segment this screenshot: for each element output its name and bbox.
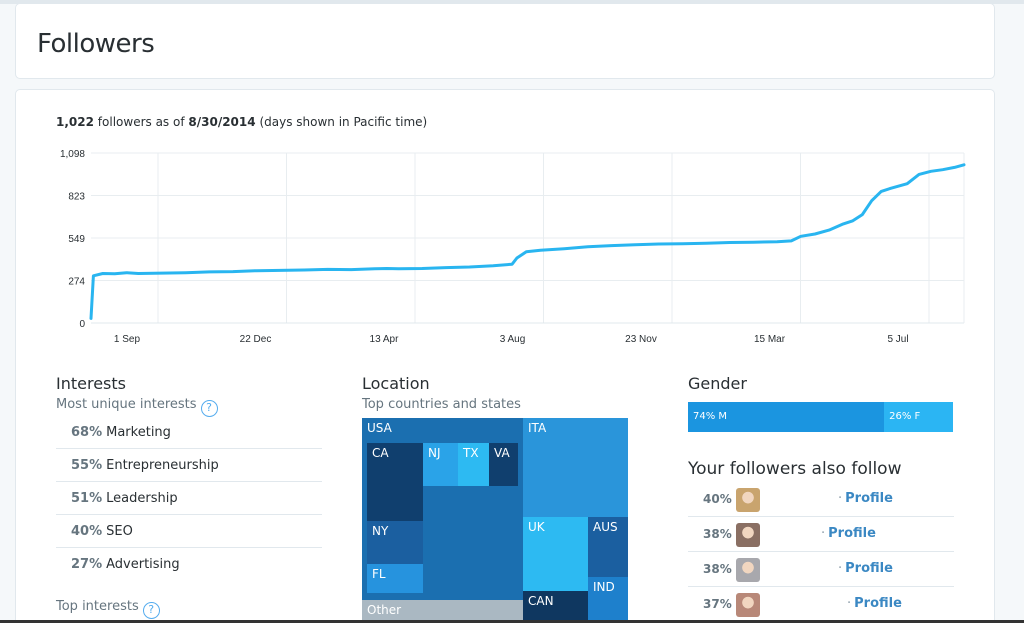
y-tick-label: 1,098 bbox=[60, 149, 85, 160]
also-follow-heading: Your followers also follow bbox=[688, 459, 902, 479]
profile-link-label[interactable]: Profile bbox=[854, 596, 902, 611]
interests-heading: Interests bbox=[56, 374, 126, 393]
location-subheading: Top countries and states bbox=[362, 397, 521, 412]
followers-count: 1,022 bbox=[56, 115, 94, 129]
interest-pct: 27% bbox=[71, 557, 103, 572]
x-tick-label: 1 Sep bbox=[114, 334, 141, 345]
x-tick-label: 3 Aug bbox=[500, 334, 526, 345]
list-item: 38% · Profile bbox=[688, 517, 954, 552]
treemap-cell-can[interactable]: CAN bbox=[523, 591, 588, 623]
gender-female-segment: 26% F bbox=[884, 402, 953, 432]
help-icon[interactable]: ? bbox=[200, 400, 218, 417]
follow-pct: 37% bbox=[703, 597, 732, 611]
location-heading: Location bbox=[362, 374, 430, 393]
followers-line-chart: 0 274 549 823 1,098 1 Sep 22 Dec 13 Apr 3 Aug 23 … bbox=[60, 149, 966, 345]
summary-date: 8/30/2014 bbox=[188, 115, 256, 129]
interest-label: Marketing bbox=[106, 425, 171, 440]
title-card: Followers bbox=[15, 3, 995, 79]
list-item: 38% · Profile bbox=[688, 552, 954, 587]
treemap-cell-ind[interactable]: IND bbox=[588, 577, 628, 623]
interest-list: 68% Marketing 55% Entrepreneurship 51% Lead… bbox=[56, 416, 322, 581]
treemap-cell-uk[interactable]: UK bbox=[523, 517, 588, 591]
interest-row: 55% Entrepreneurship bbox=[56, 449, 322, 482]
treemap-cell-other[interactable]: Other bbox=[362, 600, 523, 623]
gender-bar: 74% M 26% F bbox=[688, 402, 953, 432]
page-title: Followers bbox=[37, 29, 155, 59]
interest-pct: 68% bbox=[71, 425, 103, 440]
top-interests-subheading: Top interests? bbox=[56, 599, 160, 619]
interest-label: Advertising bbox=[106, 557, 180, 572]
avatar[interactable] bbox=[736, 523, 760, 547]
interest-label: Leadership bbox=[106, 491, 178, 506]
follow-pct: 38% bbox=[703, 527, 732, 541]
gender-male-segment: 74% M bbox=[688, 402, 885, 432]
treemap-cell-ca[interactable]: CA bbox=[367, 443, 423, 521]
profile-link-label[interactable]: Profile bbox=[845, 491, 893, 506]
follow-pct: 38% bbox=[703, 562, 732, 576]
profile-link[interactable]: · Profile bbox=[821, 526, 876, 541]
interest-label: SEO bbox=[106, 524, 133, 539]
x-tick-label: 22 Dec bbox=[240, 334, 272, 345]
list-item: 40% · Profile bbox=[688, 482, 954, 517]
interest-pct: 55% bbox=[71, 458, 103, 473]
treemap-cell-fl[interactable]: FL bbox=[367, 564, 423, 593]
treemap-cell-ny[interactable]: NY bbox=[367, 521, 423, 564]
x-tick-label: 13 Apr bbox=[370, 334, 400, 345]
treemap-cell-nj[interactable]: NJ bbox=[423, 443, 458, 486]
interest-row: 51% Leadership bbox=[56, 482, 322, 515]
interest-row: 27% Advertising bbox=[56, 548, 322, 581]
interest-pct: 40% bbox=[71, 524, 103, 539]
interests-subheading: Most unique interests? bbox=[56, 397, 218, 417]
also-follow-list: 40% · Profile 38% · Profile 38% · Profile 3… bbox=[688, 482, 954, 622]
profile-link-label[interactable]: Profile bbox=[828, 526, 876, 541]
list-item: 37% · Profile bbox=[688, 587, 954, 622]
treemap-cell-aus[interactable]: AUS bbox=[588, 517, 628, 577]
summary-note: (days shown in Pacific time) bbox=[259, 115, 428, 129]
bottom-border bbox=[0, 620, 1024, 623]
y-tick-label: 823 bbox=[68, 192, 85, 203]
profile-link-label[interactable]: Profile bbox=[845, 561, 893, 576]
profile-link[interactable]: · Profile bbox=[847, 596, 902, 611]
y-tick-label: 549 bbox=[68, 234, 85, 245]
gender-heading: Gender bbox=[688, 374, 747, 393]
avatar[interactable] bbox=[736, 488, 760, 512]
follow-pct: 40% bbox=[703, 492, 732, 506]
interest-label: Entrepreneurship bbox=[106, 458, 219, 473]
avatar[interactable] bbox=[736, 558, 760, 582]
location-treemap: USA CA NJ TX VA NY FL Other ITA UK AUS I… bbox=[362, 418, 628, 623]
interests-subheading-label: Most unique interests bbox=[56, 397, 197, 412]
x-tick-label: 15 Mar bbox=[754, 334, 786, 345]
y-tick-label: 274 bbox=[68, 277, 85, 288]
treemap-cell-va[interactable]: VA bbox=[489, 443, 518, 486]
help-icon[interactable]: ? bbox=[142, 602, 160, 619]
profile-link[interactable]: · Profile bbox=[838, 561, 893, 576]
treemap-cell-tx[interactable]: TX bbox=[458, 443, 489, 486]
top-border bbox=[0, 0, 1024, 4]
x-tick-label: 23 Nov bbox=[625, 334, 657, 345]
treemap-cell-ita[interactable]: ITA bbox=[523, 418, 628, 517]
interest-row: 68% Marketing bbox=[56, 416, 322, 449]
summary-text: followers as of bbox=[97, 115, 185, 129]
y-tick-label: 0 bbox=[79, 319, 85, 330]
interest-pct: 51% bbox=[71, 491, 103, 506]
interest-row: 40% SEO bbox=[56, 515, 322, 548]
followers-summary: 1,022 followers as of 8/30/2014 (days sh… bbox=[56, 115, 427, 129]
followers-series-line bbox=[89, 163, 966, 320]
avatar[interactable] bbox=[736, 593, 760, 617]
x-tick-label: 5 Jul bbox=[887, 334, 908, 345]
profile-link[interactable]: · Profile bbox=[838, 491, 893, 506]
top-interests-label: Top interests bbox=[56, 599, 139, 614]
